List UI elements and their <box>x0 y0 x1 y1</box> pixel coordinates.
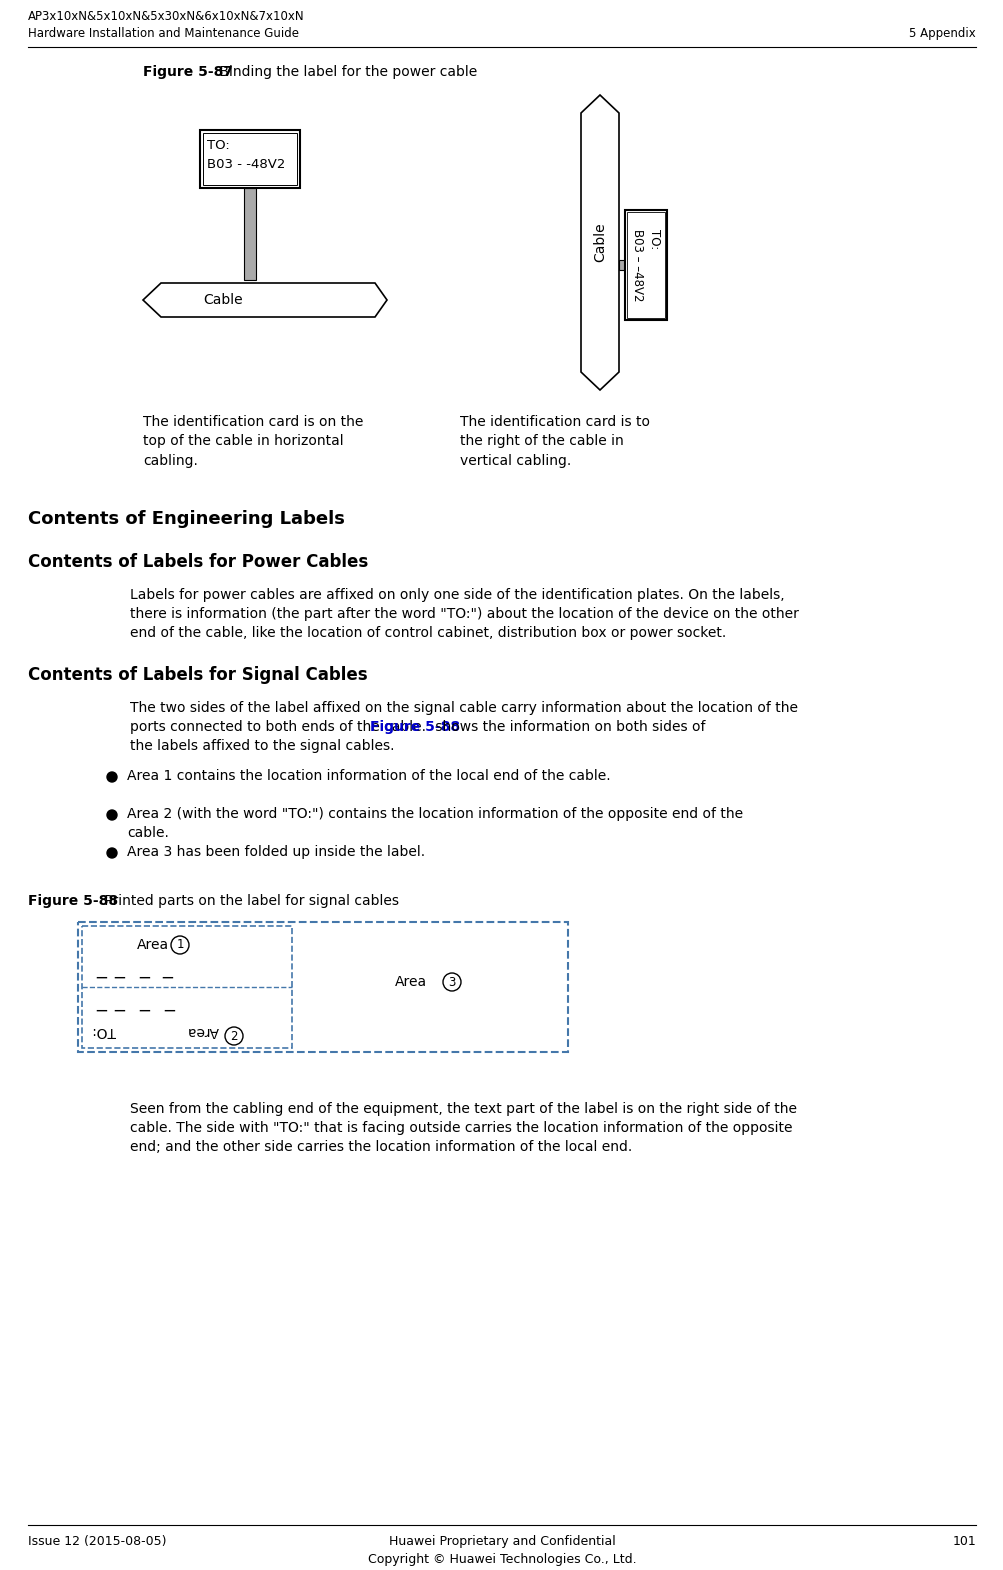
Bar <box>203 133 297 185</box>
Polygon shape <box>581 96 619 389</box>
Text: Contents of Labels for Signal Cables: Contents of Labels for Signal Cables <box>28 666 367 685</box>
Text: Copyright © Huawei Technologies Co., Ltd.: Copyright © Huawei Technologies Co., Ltd… <box>367 1553 636 1565</box>
Text: 101: 101 <box>951 1535 975 1548</box>
Bar <box>619 261 627 270</box>
Bar <box>82 926 292 1049</box>
Text: The identification card is to
the right of the cable in
vertical cabling.: The identification card is to the right … <box>459 414 649 468</box>
Bar <box>200 130 300 188</box>
Text: Huawei Proprietary and Confidential: Huawei Proprietary and Confidential <box>388 1535 615 1548</box>
Text: Printed parts on the label for signal cables: Printed parts on the label for signal ca… <box>100 893 398 907</box>
Circle shape <box>171 936 189 955</box>
Text: 1: 1 <box>177 939 184 951</box>
Text: there is information (the part after the word "TO:") about the location of the d: there is information (the part after the… <box>129 608 798 622</box>
Text: The identification card is on the
top of the cable in horizontal
cabling.: The identification card is on the top of… <box>142 414 363 468</box>
Text: Area: Area <box>187 1024 219 1038</box>
Text: Cable: Cable <box>203 294 243 308</box>
Text: −: − <box>161 1002 176 1020</box>
Bar <box>78 922 568 1052</box>
Text: TO:: TO: <box>207 140 230 152</box>
Text: Area 1 contains the location information of the local end of the cable.: Area 1 contains the location information… <box>126 769 610 783</box>
Text: cable.: cable. <box>126 826 169 840</box>
Text: Figure 5-87: Figure 5-87 <box>142 64 233 78</box>
Text: −: − <box>159 969 174 988</box>
Circle shape <box>225 1027 243 1046</box>
Text: Figure 5-88: Figure 5-88 <box>369 721 459 735</box>
Bar <box>625 210 666 320</box>
Text: 5 Appendix: 5 Appendix <box>909 27 975 39</box>
Text: Binding the label for the power cable: Binding the label for the power cable <box>215 64 476 78</box>
Bar <box>244 188 256 279</box>
Text: Area 2 (with the word "TO:") contains the location information of the opposite e: Area 2 (with the word "TO:") contains th… <box>126 807 742 821</box>
Polygon shape <box>142 283 386 317</box>
Text: cable. The side with "TO:" that is facing outside carries the location informati: cable. The side with "TO:" that is facin… <box>129 1121 791 1135</box>
Text: −: − <box>112 1002 125 1020</box>
Circle shape <box>107 810 117 820</box>
Text: Area 3 has been folded up inside the label.: Area 3 has been folded up inside the lab… <box>126 845 424 859</box>
Text: end; and the other side carries the location information of the local end.: end; and the other side carries the loca… <box>129 1140 632 1154</box>
Text: −: − <box>112 969 125 988</box>
Text: −: − <box>94 969 107 988</box>
Text: 2: 2 <box>230 1030 238 1042</box>
Text: −: − <box>136 1002 150 1020</box>
Text: 3: 3 <box>448 975 455 989</box>
Circle shape <box>442 973 460 991</box>
Text: B03 - -48V2: B03 - -48V2 <box>207 159 285 171</box>
Text: −: − <box>136 969 150 988</box>
Text: the labels affixed to the signal cables.: the labels affixed to the signal cables. <box>129 739 394 754</box>
Text: Seen from the cabling end of the equipment, the text part of the label is on the: Seen from the cabling end of the equipme… <box>129 1102 796 1116</box>
Text: shows the information on both sides of: shows the information on both sides of <box>431 721 705 735</box>
Text: ports connected to both ends of the cable.: ports connected to both ends of the cabl… <box>129 721 430 735</box>
Text: Hardware Installation and Maintenance Guide: Hardware Installation and Maintenance Gu… <box>28 27 299 39</box>
Text: Area: Area <box>136 937 169 951</box>
Bar <box>627 212 664 319</box>
Text: Figure 5-88: Figure 5-88 <box>28 893 118 907</box>
Text: Cable: Cable <box>593 223 607 262</box>
Text: Labels for power cables are affixed on only one side of the identification plate: Labels for power cables are affixed on o… <box>129 589 783 601</box>
Text: AP3x10xN&5x10xN&5x30xN&6x10xN&7x10xN: AP3x10xN&5x10xN&5x30xN&6x10xN&7x10xN <box>28 9 304 24</box>
Text: TO:
B03 – –48V2: TO: B03 – –48V2 <box>630 229 660 301</box>
Text: Issue 12 (2015-08-05): Issue 12 (2015-08-05) <box>28 1535 166 1548</box>
Text: Contents of Engineering Labels: Contents of Engineering Labels <box>28 510 345 528</box>
Circle shape <box>107 772 117 782</box>
Circle shape <box>107 848 117 857</box>
Text: Area: Area <box>394 975 426 989</box>
Text: The two sides of the label affixed on the signal cable carry information about t: The two sides of the label affixed on th… <box>129 700 797 714</box>
Text: end of the cable, like the location of control cabinet, distribution box or powe: end of the cable, like the location of c… <box>129 626 725 641</box>
Text: TO:: TO: <box>92 1024 115 1038</box>
Text: Contents of Labels for Power Cables: Contents of Labels for Power Cables <box>28 553 368 571</box>
Text: −: − <box>94 1002 107 1020</box>
